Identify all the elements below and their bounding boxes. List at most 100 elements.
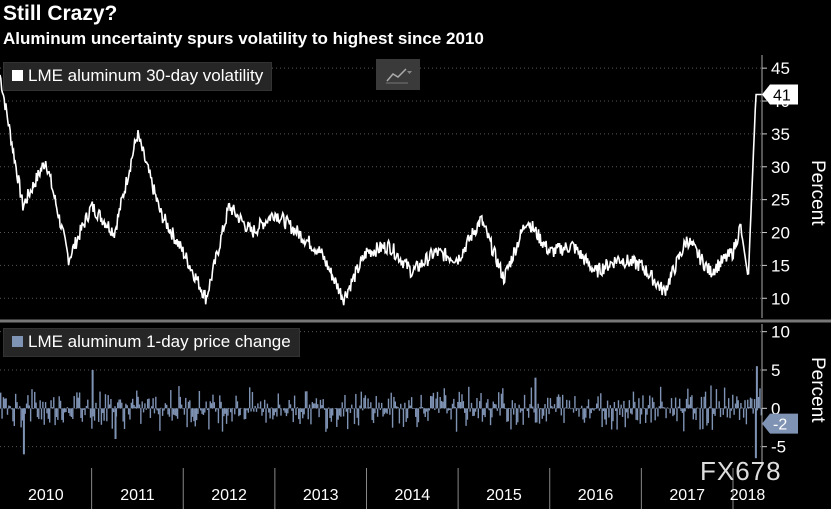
price-change-bar (401, 408, 403, 410)
price-change-bar (578, 408, 580, 417)
price-change-bar (606, 400, 609, 409)
price-change-bar (102, 408, 104, 414)
price-change-bar (327, 407, 330, 409)
price-change-bar (51, 407, 54, 409)
price-change-bar (635, 408, 637, 420)
price-change-bar (499, 408, 501, 416)
price-change-bar (435, 398, 437, 409)
price-change-bar (293, 395, 296, 409)
price-change-bar (9, 406, 11, 409)
price-change-bar (307, 408, 309, 420)
price-change-bar (428, 408, 431, 411)
price-change-bar (749, 397, 752, 409)
price-change-bar (276, 408, 278, 417)
price-change-bar (708, 406, 711, 409)
price-change-bar (370, 402, 372, 409)
top-y-tick-label: 20 (771, 224, 790, 243)
price-change-bar (691, 395, 693, 409)
price-change-bar (72, 408, 74, 419)
price-change-bar (745, 408, 748, 425)
price-change-bar (24, 408, 26, 414)
price-change-bar (299, 408, 301, 425)
price-change-bar (34, 391, 36, 409)
price-change-bar (266, 403, 269, 409)
price-change-bar (594, 408, 597, 410)
price-change-bar (707, 408, 709, 424)
price-change-bar (382, 408, 384, 417)
price-change-bar (670, 398, 673, 409)
price-change-bar (374, 408, 376, 414)
price-change-bar (421, 407, 424, 409)
legend-swatch-volatility (12, 70, 23, 81)
price-change-bar (470, 402, 473, 409)
bottom-y-tick-label: -5 (771, 438, 786, 457)
price-change-bar (364, 395, 367, 409)
price-change-bar (172, 408, 175, 415)
price-change-bar (703, 396, 705, 409)
price-change-bar (261, 408, 263, 416)
price-change-bar (247, 408, 250, 413)
price-change-bar (50, 400, 52, 409)
price-change-bar (647, 405, 650, 409)
price-change-bar (419, 407, 421, 409)
price-change-bar (753, 399, 756, 409)
price-change-bar (518, 404, 520, 409)
price-change-bar (559, 396, 561, 409)
line-chart-icon[interactable] (376, 59, 420, 90)
price-change-bar-extreme (755, 366, 758, 409)
price-change-bar (342, 408, 345, 417)
price-change-bar (238, 408, 240, 417)
price-change-bar (19, 406, 21, 409)
price-change-bar (506, 408, 508, 422)
price-change-bar (545, 408, 548, 422)
price-change-bar (117, 402, 119, 409)
legend-swatch-price-change (12, 336, 23, 347)
price-change-bar (726, 408, 729, 418)
price-change-bar (83, 408, 85, 410)
price-change-bar (379, 408, 382, 410)
price-change-bar (586, 406, 588, 409)
price-change-bar (78, 392, 81, 409)
price-change-bar (76, 392, 78, 409)
price-change-bar (191, 408, 194, 417)
price-change-bar (291, 408, 293, 411)
price-change-bar (47, 408, 50, 419)
price-change-bar (722, 408, 724, 415)
price-change-bar (355, 393, 357, 409)
price-change-bar (696, 407, 699, 409)
price-change-bar (684, 408, 686, 412)
price-change-bar (538, 408, 541, 424)
price-change-bar (714, 408, 716, 416)
price-change-bar (321, 405, 323, 409)
price-change-bar (496, 408, 499, 411)
price-change-bar (112, 408, 115, 413)
price-change-bar (27, 395, 29, 409)
price-change-bar (133, 404, 135, 409)
price-change-bar (280, 408, 282, 416)
price-change-bar (161, 408, 164, 416)
price-change-bar (515, 408, 518, 425)
price-change-bar-extreme (534, 377, 537, 409)
price-change-bar (77, 397, 79, 409)
price-change-bar (32, 408, 35, 410)
price-change-bar (461, 394, 463, 409)
price-change-bar (14, 393, 17, 409)
price-change-bar (100, 408, 103, 425)
price-change-bar (440, 400, 443, 409)
price-change-bar (420, 394, 422, 409)
price-change-bar (504, 408, 507, 410)
price-change-bar (205, 401, 207, 409)
price-change-bar (10, 408, 13, 410)
price-change-bar (136, 390, 138, 409)
price-change-bar (123, 408, 126, 430)
chart-subtitle: Aluminum uncertainty spurs volatility to… (3, 29, 484, 48)
price-change-bar (227, 408, 229, 416)
price-change-bar (478, 401, 481, 409)
price-change-bar (672, 408, 674, 417)
price-change-bar (156, 408, 158, 411)
price-change-bar (473, 408, 475, 416)
price-change-bar (357, 408, 360, 426)
price-change-bar (732, 394, 734, 409)
price-change-bar (417, 408, 420, 423)
price-change-bar (604, 408, 606, 420)
